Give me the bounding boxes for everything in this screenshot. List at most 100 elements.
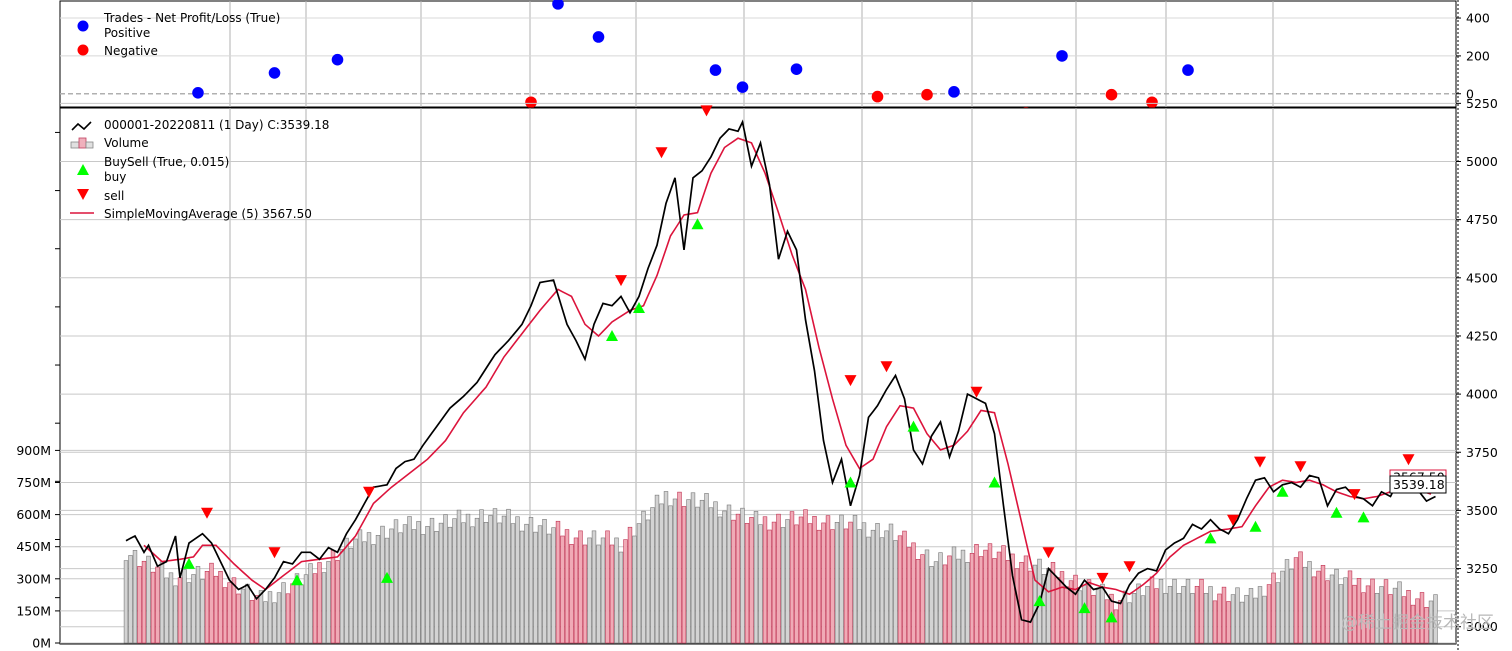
volume-bar [1046, 568, 1051, 644]
volume-bar [434, 530, 439, 644]
volume-bar [618, 551, 624, 644]
volume-bar [407, 516, 412, 644]
volume-bar [272, 602, 277, 644]
volume-bar [1374, 593, 1380, 644]
legend-sell-triangle [77, 189, 89, 200]
volume-bar [537, 525, 543, 644]
volume-bar [519, 530, 525, 644]
volume-bar [582, 544, 588, 644]
volume-bar [704, 493, 709, 644]
volume-bar [1167, 585, 1173, 644]
volume-bar [825, 515, 831, 644]
volume-bar [1068, 580, 1074, 644]
volume-bar [848, 521, 853, 644]
legend-close-line [71, 121, 92, 131]
volume-bar [164, 577, 169, 644]
volume-bar [330, 550, 336, 644]
volume-bar [1275, 582, 1281, 644]
trades-legend: Trades - Net Profit/Loss (True) Positive… [77, 11, 280, 58]
volume-bar [803, 509, 808, 644]
volume-bar [830, 529, 835, 644]
volume-bar [794, 524, 799, 644]
legend-sell-label: sell [104, 189, 124, 203]
volume-bar [560, 535, 565, 644]
legend-close-label: 000001-20220811 (1 Day) C:3539.18 [104, 118, 329, 132]
volume-bar [294, 573, 300, 644]
trade-point-0 [192, 87, 204, 99]
volume-bar [510, 523, 516, 644]
legend-buy-triangle [77, 164, 89, 175]
volume-bar [474, 517, 480, 644]
volume-bar [1271, 572, 1276, 644]
volume-bar [1194, 585, 1200, 644]
volume-bar [1284, 559, 1290, 644]
volume-bar [924, 549, 930, 644]
watermark: @稀土掘金技术社区 [1341, 613, 1494, 633]
volume-bar [533, 531, 538, 644]
volume-bar [155, 566, 160, 644]
price-ytick-label-4: 4000 [1466, 387, 1498, 402]
volume-bar [546, 533, 552, 644]
price-ytick-label-0: 3000 [1466, 619, 1498, 634]
volume-bar [600, 537, 606, 644]
volume-bar [1298, 551, 1303, 644]
trade-point-9 [871, 90, 884, 103]
volume-bar [1293, 557, 1299, 644]
volume-bar [213, 575, 219, 644]
volume-bar [1113, 609, 1119, 644]
volume-bar [1235, 587, 1240, 644]
sell-marker-7 [880, 361, 893, 373]
buysell-markers [183, 105, 1415, 623]
volume-bar [596, 544, 601, 644]
volume-bar [290, 583, 295, 644]
volume-bar [839, 514, 844, 644]
volume-bar [573, 537, 579, 644]
sell-marker-9 [1042, 547, 1055, 559]
volume-bar [146, 555, 151, 644]
volume-bar [200, 579, 205, 644]
volume-bar [1127, 602, 1132, 644]
volume-bar [186, 582, 192, 644]
volume-bar [1257, 586, 1263, 644]
volume-bar [857, 529, 862, 644]
volume-bar [326, 561, 331, 644]
volume-ytick-label-3: 450M [16, 539, 51, 554]
price-ytick-label-6: 4500 [1466, 270, 1498, 285]
volume-bar [866, 536, 871, 644]
volume-bar [254, 595, 259, 644]
trade-point-8 [790, 63, 803, 75]
volume-bar [1149, 576, 1155, 644]
volume-bar [1338, 584, 1344, 644]
buy-marker-3 [606, 329, 618, 341]
volume-bar [668, 505, 673, 644]
volume-bar [420, 534, 426, 644]
volume-bar [1244, 594, 1249, 644]
price-ytick-label-7: 4750 [1466, 212, 1498, 227]
volume-ytick-label-5: 750M [16, 475, 51, 490]
volume-bar [956, 558, 961, 644]
volume-bar [321, 572, 327, 644]
volume-bar [1415, 598, 1420, 644]
volume-bar [1158, 578, 1164, 644]
volume-bar [285, 593, 291, 644]
volume-bar [992, 558, 997, 644]
trades-ytick-label-1: 200 [1466, 48, 1490, 63]
price-legend: 000001-20220811 (1 Day) C:3539.18 Volume… [70, 118, 329, 221]
volume-bar [411, 529, 417, 644]
volume-bar [695, 506, 700, 644]
sell-marker-1 [268, 547, 281, 559]
volume-bar [776, 513, 781, 644]
volume-bar [281, 582, 286, 644]
volume-bar [1145, 585, 1150, 644]
volume-bar [1077, 590, 1083, 644]
legend-buy-label: buy [104, 170, 126, 184]
volume-bar [191, 574, 196, 644]
volume-bar [1325, 580, 1330, 644]
volume-bar [524, 523, 529, 644]
volume-bar [650, 507, 655, 644]
volume-bar [1329, 574, 1335, 644]
volume-bar [861, 522, 867, 644]
volume-bar [1185, 578, 1191, 644]
volume-bar [231, 577, 237, 644]
volume-bar [132, 550, 138, 644]
